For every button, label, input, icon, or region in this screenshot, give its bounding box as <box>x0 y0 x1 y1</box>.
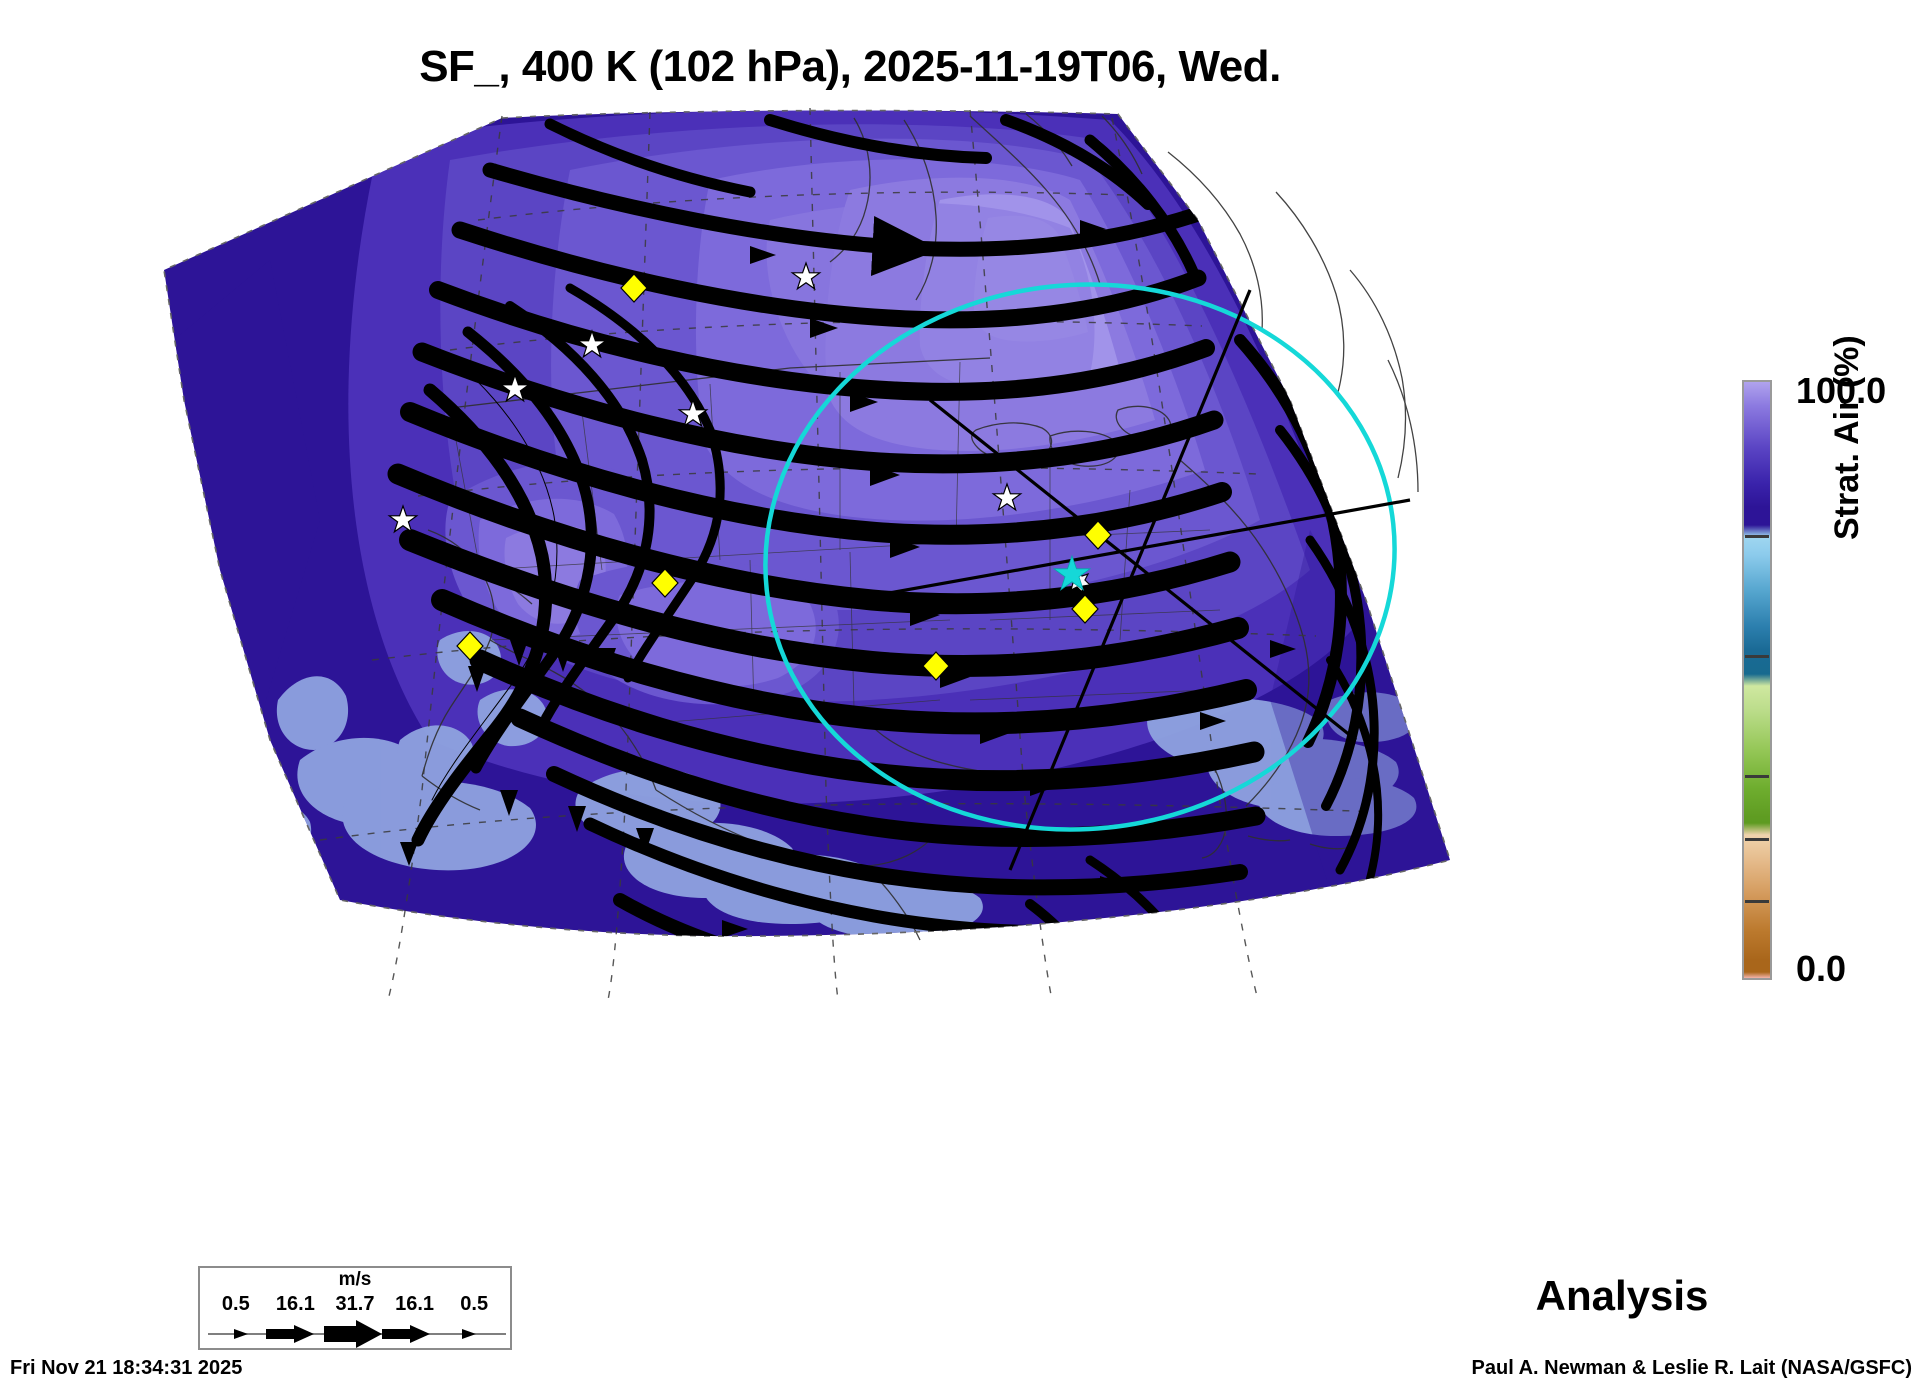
range-ring-circle <box>763 282 1397 832</box>
wind-legend-units-label: m/s <box>338 1269 372 1290</box>
colorbar-tick-80 <box>1745 535 1769 538</box>
wind-speed-legend: m/s 0.5 16.1 31.7 16.1 0.5 <box>198 1266 512 1350</box>
analysis-label: Analysis <box>1535 1272 1709 1319</box>
colorbar-min-label: 0.0 <box>1796 948 1847 989</box>
wind-tick-3: 16.1 <box>395 1293 435 1315</box>
wind-tick-4: 0.5 <box>460 1293 489 1315</box>
colorbar-max-label: 100.0 <box>1796 370 1887 411</box>
map-domain-outline <box>163 109 1452 937</box>
colorbar-gradient <box>1742 380 1772 980</box>
map-panel[interactable] <box>150 100 1570 1040</box>
colorbar-tick-40 <box>1745 775 1769 778</box>
page-title: SF_, 400 K (102 hPa), 2025-11-19T06, Wed… <box>419 42 1281 91</box>
wind-tick-2: 31.7 <box>335 1293 375 1315</box>
wind-legend-tick-labels: 0.5 16.1 31.7 16.1 0.5 <box>206 1293 504 1316</box>
map-canvas[interactable] <box>150 100 1570 1040</box>
center-star-marker <box>1052 554 1092 591</box>
colorbar-tick-30 <box>1745 838 1769 841</box>
colorbar: 100.0 0.0 Strat. Air (%) <box>1742 335 1922 990</box>
colorbar-gradient-lower <box>1742 840 1772 980</box>
colorbar-tick-60 <box>1745 655 1769 658</box>
flight-track-lines <box>849 289 1411 871</box>
author-credit: Paul A. Newman & Leslie R. Lait (NASA/GS… <box>1471 1357 1912 1379</box>
yellow-diamond-marker <box>456 273 1112 681</box>
colorbar-axis-label: Strat. Air (%) <box>1828 335 1866 540</box>
wind-legend-arrow-scale <box>208 1320 506 1348</box>
streamline-arrowheads <box>400 220 1296 937</box>
station-markers[interactable] <box>387 261 1112 681</box>
wind-tick-1: 16.1 <box>275 1293 315 1315</box>
generation-timestamp: Fri Nov 21 18:34:31 2025 <box>10 1357 243 1379</box>
colorbar-tick-20 <box>1745 900 1769 903</box>
wind-tick-0: 0.5 <box>221 1293 250 1315</box>
